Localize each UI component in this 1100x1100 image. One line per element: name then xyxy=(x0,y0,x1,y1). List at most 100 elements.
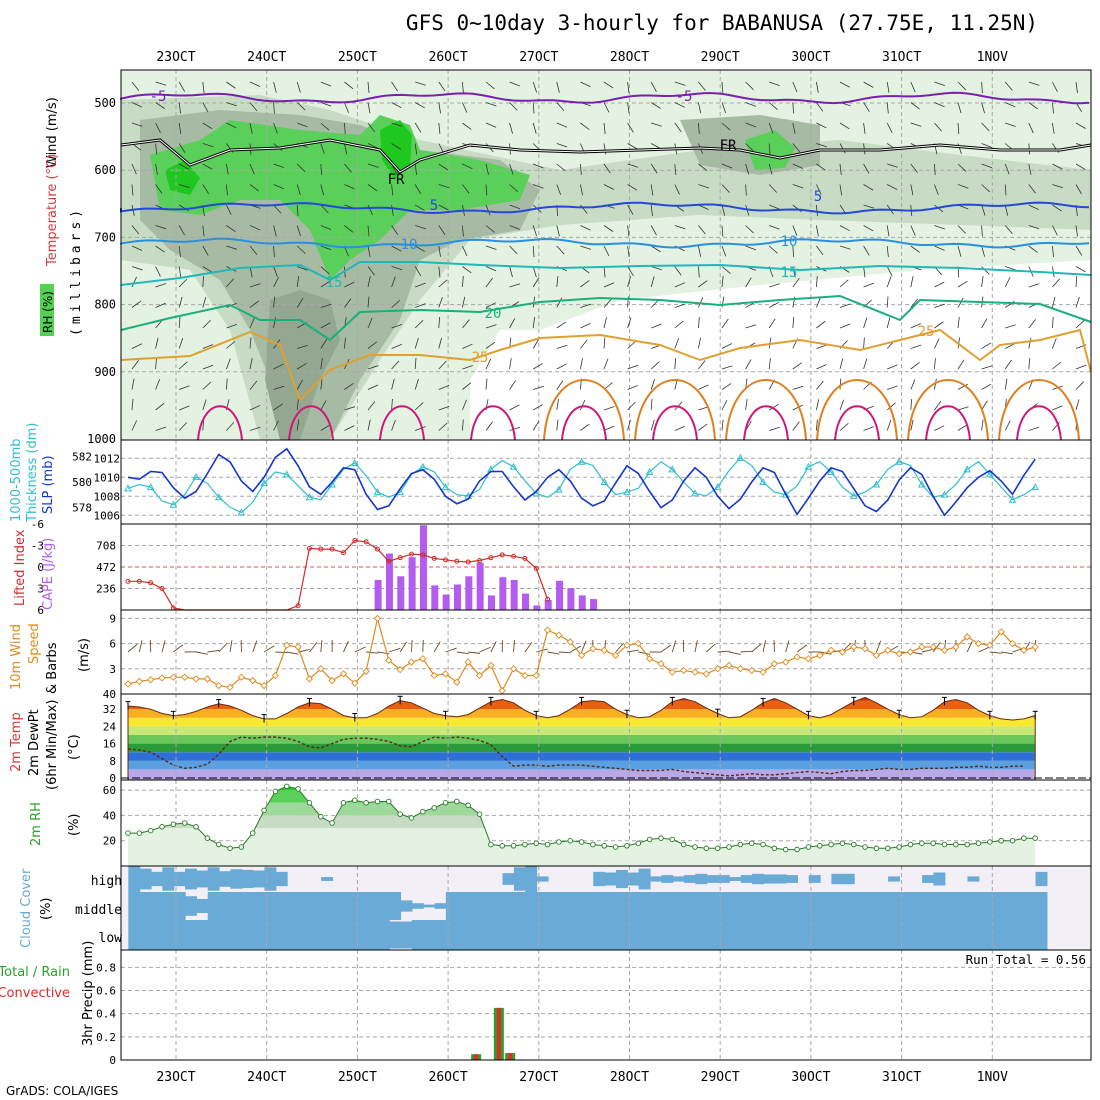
wind-barb xyxy=(509,318,516,329)
wind-speed-point xyxy=(260,681,268,690)
cloud-cell xyxy=(910,892,923,920)
surface-wind-barb xyxy=(286,651,299,655)
wind-barb xyxy=(462,419,464,431)
precip-series xyxy=(471,1007,516,1060)
wind-barb xyxy=(131,266,143,271)
wind-barb xyxy=(839,378,842,390)
contour-30 xyxy=(634,379,716,441)
wind-barb xyxy=(367,102,371,114)
wind-barb xyxy=(414,184,422,195)
wind-barb xyxy=(887,364,898,370)
slp-tick-label: 1010 xyxy=(94,471,121,484)
wind-barb xyxy=(745,143,754,152)
cloud-cell xyxy=(1035,871,1048,887)
wind-barb xyxy=(721,122,731,131)
wind-barb xyxy=(934,321,944,329)
wind-barb xyxy=(202,275,204,288)
cloud-cell xyxy=(615,920,628,950)
wind-barb xyxy=(178,422,188,431)
wind-barb xyxy=(320,424,331,431)
wind-speed-point xyxy=(328,676,336,685)
wind-barb xyxy=(226,204,232,216)
wind-barb xyxy=(769,301,780,308)
cloud-cell xyxy=(581,892,594,920)
wind-speed-point xyxy=(861,645,869,653)
wind-barb xyxy=(886,102,889,114)
surface-wind-barb xyxy=(581,640,587,653)
bottom-date-label: 25OCT xyxy=(338,1070,377,1085)
cloud-cell xyxy=(956,892,969,920)
wind-barb xyxy=(1075,364,1087,370)
wind-barb xyxy=(698,317,700,329)
wind-barb xyxy=(415,225,426,230)
cloud-cell xyxy=(695,892,708,920)
cloud-cell xyxy=(797,920,810,950)
temp2m-series xyxy=(125,695,1038,781)
cloud-cell xyxy=(502,873,515,885)
cloud-cell xyxy=(831,873,844,885)
wind-barb xyxy=(391,225,399,235)
wind-barb xyxy=(249,405,261,411)
cloud-cell xyxy=(604,892,617,920)
wind-barb xyxy=(1005,102,1016,108)
bottom-date-label: 29OCT xyxy=(701,1070,740,1085)
wind-barb xyxy=(438,405,450,411)
temperature-contours: -5 FR 5 10 15 20 25 -5 FR 5 10 15 25 xyxy=(120,89,1092,441)
cloud-cell xyxy=(615,869,628,889)
wind-barb xyxy=(438,122,441,134)
wind-barb xyxy=(532,81,538,93)
wind-barb xyxy=(792,317,795,329)
wind-speed-point xyxy=(838,648,847,656)
wind-barb xyxy=(910,184,914,196)
wind-barb xyxy=(438,245,441,257)
wind-barb xyxy=(556,81,560,93)
wind-speed-point xyxy=(532,671,540,680)
surface-wind-barb xyxy=(694,640,698,653)
li-tick-label: 6 xyxy=(37,604,44,617)
cloud-cell xyxy=(820,920,833,950)
cape-bar xyxy=(397,576,405,610)
surface-wind-barb xyxy=(626,649,639,653)
rh-point xyxy=(680,841,687,848)
wind-barb xyxy=(627,340,637,349)
rh-point xyxy=(828,841,834,848)
li-point xyxy=(409,551,414,557)
wind-barb xyxy=(816,143,828,148)
wind-speed-point xyxy=(577,651,586,659)
wind-speed-point xyxy=(895,650,903,658)
wind-barb xyxy=(438,317,441,329)
wind-barb xyxy=(910,245,920,253)
wind-barb xyxy=(650,276,655,288)
rh-tick-label: 60 xyxy=(103,784,116,797)
wind-barb xyxy=(485,245,497,250)
cloud-cell xyxy=(1024,892,1037,920)
wind-speed-point xyxy=(748,666,756,675)
wind-barb xyxy=(226,378,228,390)
surface-wind-barb xyxy=(309,642,318,653)
wind-barb xyxy=(792,122,796,134)
wind-barb xyxy=(981,102,985,114)
wind-barb xyxy=(1075,381,1085,390)
cloud-cell xyxy=(253,892,266,920)
wind-speed-point xyxy=(339,670,348,678)
wind-barb xyxy=(674,122,682,133)
wind-barb xyxy=(934,81,945,86)
thickness-point xyxy=(350,458,359,466)
wind-barb xyxy=(344,184,355,190)
temp-tick-label: 32 xyxy=(103,703,116,716)
cape-li-series xyxy=(125,525,598,611)
wind-barb xyxy=(556,297,563,308)
wind-barb xyxy=(721,318,729,329)
cloud-cell xyxy=(842,892,855,920)
wind-barb xyxy=(485,163,489,175)
cape-bar xyxy=(476,562,484,610)
cape-tick-label: 472 xyxy=(96,561,116,574)
wind-barb xyxy=(981,122,990,132)
thickness-point xyxy=(577,457,586,465)
contour-label: FR xyxy=(388,172,405,188)
thickness-axis-label: Thickness (dm) xyxy=(25,423,40,523)
cloud-cell xyxy=(400,900,413,912)
wind-barb xyxy=(769,283,780,288)
surface-wind-barb xyxy=(138,640,143,653)
cloud-cell xyxy=(922,875,935,883)
